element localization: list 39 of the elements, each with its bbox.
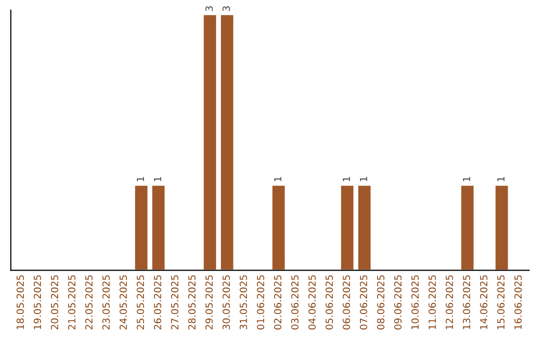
data-label: 1 [342, 176, 350, 182]
x-tick-label: 15.06.2025 [497, 275, 505, 330]
data-label: 1 [154, 176, 162, 182]
x-tick-label: 03.06.2025 [291, 275, 299, 330]
data-label: 1 [274, 176, 282, 182]
x-tick-label: 08.06.2025 [377, 275, 384, 330]
x-tick-label: 13.06.2025 [462, 275, 470, 330]
x-tick-label: 06.06.2025 [342, 275, 350, 330]
data-label: 1 [497, 176, 504, 182]
x-tick-label: 14.06.2025 [480, 275, 488, 330]
x-tick-label: 04.06.2025 [308, 275, 316, 330]
x-tick-label: 28.05.2025 [188, 275, 196, 330]
x-tick-label: 07.06.2025 [360, 275, 368, 330]
data-label: 3 [222, 6, 230, 11]
x-tick-label: 27.05.2025 [171, 275, 178, 330]
x-tick-label: 30.05.2025 [222, 275, 230, 330]
x-tick-label: 05.06.2025 [326, 275, 333, 330]
data-label: 3 [205, 6, 213, 11]
data-label: 1 [360, 176, 368, 182]
x-tick-label: 24.05.2025 [120, 275, 127, 330]
x-tick-label: 29.05.2025 [205, 275, 213, 330]
x-tick-label: 21.05.2025 [68, 275, 76, 330]
x-tick-label: 01.06.2025 [256, 275, 264, 330]
x-tick-label: 23.05.2025 [102, 275, 110, 330]
x-tick-label: 20.05.2025 [50, 275, 58, 330]
x-tick-label: 10.06.2025 [411, 275, 419, 330]
x-tick-label: 19.05.2025 [34, 275, 42, 330]
data-label: 1 [136, 176, 144, 182]
x-tick-label: 25.05.2025 [136, 275, 144, 330]
x-tick-label: 18.05.2025 [16, 275, 24, 330]
x-tick-label: 12.06.2025 [446, 275, 454, 330]
x-tick-label: 22.05.2025 [85, 275, 93, 330]
x-tick-label: 09.06.2025 [394, 275, 402, 330]
x-tick-label: 31.05.2025 [240, 275, 248, 330]
data-label: 1 [463, 176, 470, 182]
x-tick-label: 02.06.2025 [274, 275, 282, 330]
x-tick-label: 26.05.2025 [154, 275, 162, 330]
x-tick-label: 11.06.2025 [428, 275, 436, 330]
x-tick-label: 16.06.2025 [514, 275, 522, 330]
